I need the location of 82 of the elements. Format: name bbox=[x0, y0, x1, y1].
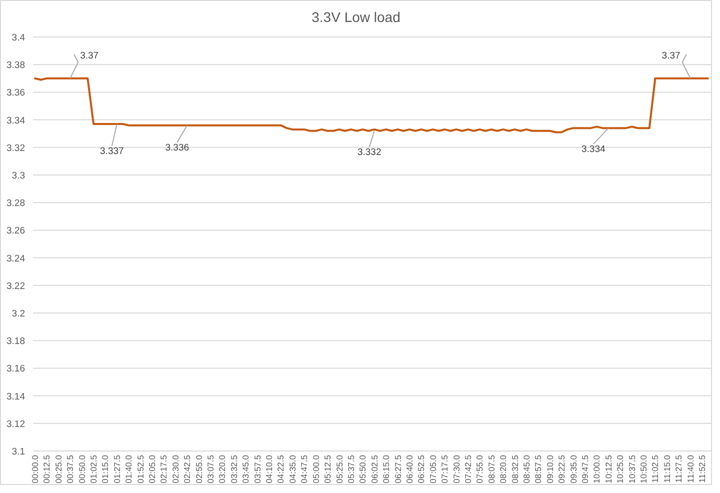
y-tick-label: 3.3 bbox=[12, 170, 25, 182]
x-tick-label: 06:52.5 bbox=[416, 454, 426, 484]
x-tick-label: 08:07.5 bbox=[486, 454, 496, 484]
x-tick-label: 05:37.5 bbox=[346, 454, 356, 484]
x-tick-label: 07:30.0 bbox=[451, 454, 462, 484]
x-tick-label: 01:27.5 bbox=[112, 454, 122, 484]
x-tick-label: 03:07.5 bbox=[206, 454, 216, 484]
x-tick-label: 06:15.0 bbox=[381, 454, 392, 484]
x-tick-label: 02:42.5 bbox=[182, 454, 192, 484]
x-tick-label: 08:45.0 bbox=[521, 454, 532, 484]
x-tick-label: 03:20.0 bbox=[217, 454, 228, 484]
x-tick-label: 00:25.0 bbox=[53, 454, 64, 484]
annotation: 3.37 bbox=[80, 50, 99, 62]
x-tick-label: 11:27.5 bbox=[674, 454, 684, 483]
y-tick-label: 3.28 bbox=[6, 198, 25, 210]
x-tick-label: 09:22.5 bbox=[556, 454, 567, 484]
x-tick-label: 09:47.5 bbox=[580, 454, 590, 484]
y-tick-label: 3.18 bbox=[6, 336, 25, 348]
x-tick-label: 06:40.0 bbox=[404, 454, 414, 484]
y-tick-label: 3.34 bbox=[6, 115, 25, 126]
x-tick-label: 05:50.0 bbox=[358, 454, 368, 484]
x-tick-label: 01:52.5 bbox=[135, 454, 146, 484]
x-tick-label: 07:42.5 bbox=[462, 454, 473, 484]
x-tick-label: 10:50.0 bbox=[638, 454, 649, 484]
x-tick-label: 04:35.0 bbox=[287, 454, 298, 484]
x-tick-label: 03:32.5 bbox=[228, 454, 239, 484]
y-tick-label: 3.26 bbox=[6, 226, 25, 237]
x-tick-label: 08:20.0 bbox=[498, 454, 508, 484]
x-tick-label: 11:15.0 bbox=[662, 454, 672, 483]
y-tick-label: 3.4 bbox=[12, 32, 25, 44]
x-tick-label: 03:57.5 bbox=[252, 454, 262, 484]
x-tick-label: 10:12.5 bbox=[603, 454, 614, 484]
x-tick-label: 07:55.0 bbox=[474, 454, 485, 484]
x-tick-label: 00:12.5 bbox=[42, 454, 52, 484]
y-tick-label: 3.36 bbox=[6, 88, 25, 99]
x-tick-label: 09:35.0 bbox=[568, 454, 578, 484]
x-tick-label: 11:52.5 bbox=[697, 454, 708, 483]
x-tick-label: 00:00.0 bbox=[30, 454, 40, 484]
x-tick-label: 02:05.0 bbox=[147, 454, 158, 484]
x-tick-label: 05:25.0 bbox=[334, 454, 344, 484]
annotation: 3.332 bbox=[357, 146, 382, 158]
x-tick-label: 07:17.5 bbox=[440, 454, 450, 484]
y-tick-label: 3.22 bbox=[6, 280, 25, 292]
y-tick-label: 3.1 bbox=[12, 446, 25, 458]
annotation: 3.334 bbox=[582, 144, 606, 156]
x-tick-label: 11:40.0 bbox=[685, 454, 696, 483]
y-tick-label: 3.32 bbox=[6, 142, 25, 154]
x-tick-label: 00:50.0 bbox=[76, 454, 87, 484]
x-tick-label: 04:47.5 bbox=[299, 454, 310, 484]
x-tick-label: 05:12.5 bbox=[322, 454, 333, 484]
x-tick-label: 00:37.5 bbox=[65, 454, 76, 484]
x-tick-label: 06:02.5 bbox=[369, 454, 380, 484]
x-tick-label: 04:22.5 bbox=[276, 454, 286, 484]
x-tick-label: 05:00.0 bbox=[310, 454, 321, 484]
x-tick-label: 10:37.5 bbox=[626, 454, 637, 484]
x-tick-label: 01:02.5 bbox=[88, 454, 99, 484]
x-tick-label: 03:45.0 bbox=[240, 454, 251, 484]
x-tick-label: 01:15.0 bbox=[100, 454, 110, 484]
x-tick-label: 08:57.5 bbox=[533, 454, 544, 484]
annotation: 3.336 bbox=[165, 142, 190, 154]
y-tick-label: 3.24 bbox=[6, 253, 25, 264]
x-tick-label: 02:55.0 bbox=[194, 454, 204, 484]
annotation: 3.37 bbox=[662, 50, 680, 62]
y-tick-label: 3.16 bbox=[6, 364, 25, 375]
x-tick-label: 10:00.0 bbox=[592, 454, 602, 484]
x-tick-label: 06:27.5 bbox=[392, 454, 403, 484]
chart-title: 3.3V Low load bbox=[312, 9, 400, 25]
x-tick-label: 11:02.5 bbox=[650, 454, 660, 483]
x-tick-label: 01:40.0 bbox=[124, 454, 134, 484]
annotation: 3.337 bbox=[100, 146, 124, 157]
x-tick-label: 08:32.5 bbox=[510, 454, 520, 484]
y-tick-label: 3.12 bbox=[6, 418, 25, 430]
y-tick-label: 3.38 bbox=[6, 60, 25, 72]
x-tick-label: 10:25.0 bbox=[615, 454, 626, 484]
line-series bbox=[34, 77, 709, 134]
x-tick-label: 02:17.5 bbox=[158, 454, 169, 484]
y-tick-label: 3.2 bbox=[12, 308, 25, 320]
x-tick-label: 09:10.0 bbox=[544, 454, 555, 484]
x-tick-label: 04:10.0 bbox=[264, 454, 274, 484]
y-tick-label: 3.14 bbox=[6, 391, 25, 402]
x-tick-label: 02:30.0 bbox=[170, 454, 180, 484]
x-tick-label: 07:05.0 bbox=[428, 454, 438, 484]
